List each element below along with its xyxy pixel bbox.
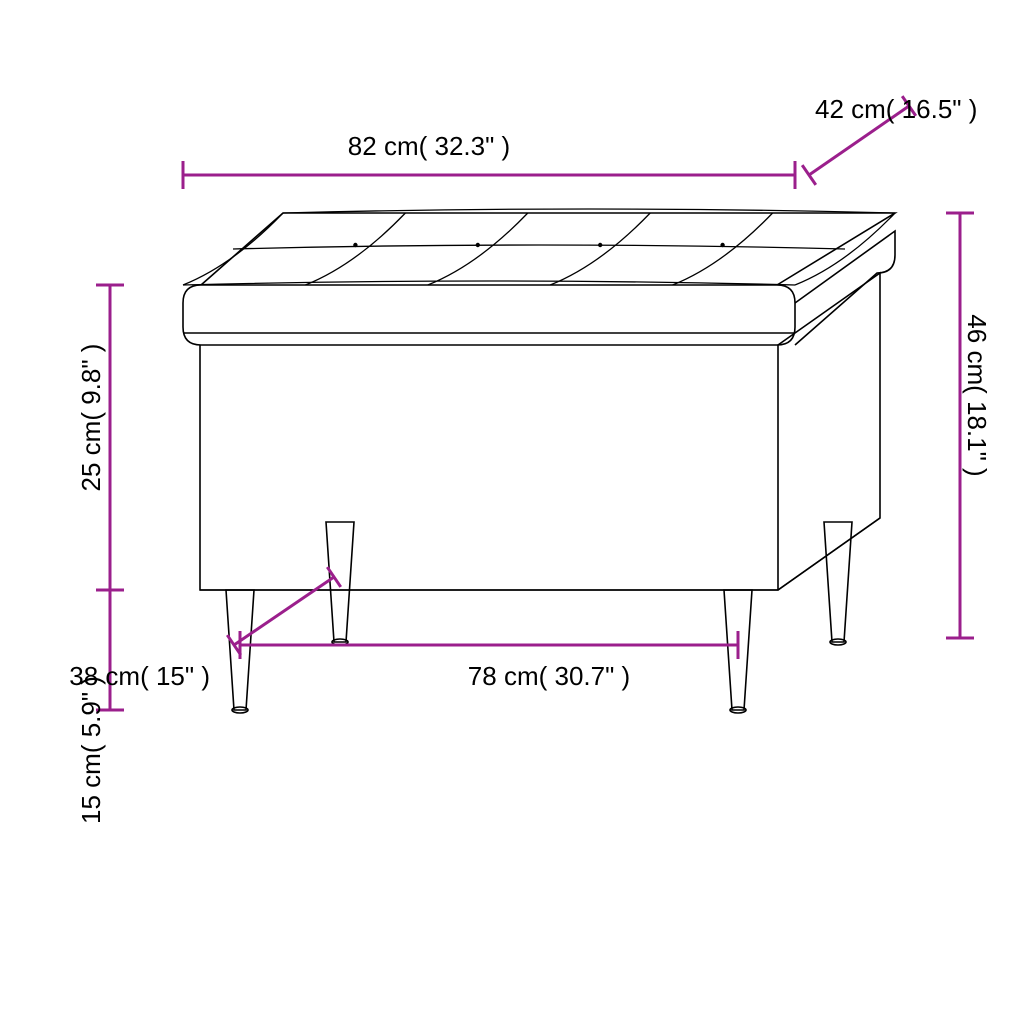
svg-text:46 cm( 18.1" ): 46 cm( 18.1" ) (962, 314, 992, 476)
svg-text:42 cm( 16.5" ): 42 cm( 16.5" ) (815, 94, 977, 124)
bench-dimension-diagram: 82 cm( 32.3" ) 42 cm( 16.5" ) 46 cm( 18.1"… (0, 0, 1024, 1024)
svg-text:82 cm( 32.3" ): 82 cm( 32.3" ) (348, 131, 510, 161)
svg-text:15 cm( 5.9" ): 15 cm( 5.9" ) (76, 676, 106, 824)
svg-text:78 cm( 30.7" ): 78 cm( 30.7" ) (468, 661, 630, 691)
svg-text:38 cm( 15" ): 38 cm( 15" ) (69, 661, 210, 691)
svg-text:25 cm( 9.8" ): 25 cm( 9.8" ) (76, 344, 106, 492)
